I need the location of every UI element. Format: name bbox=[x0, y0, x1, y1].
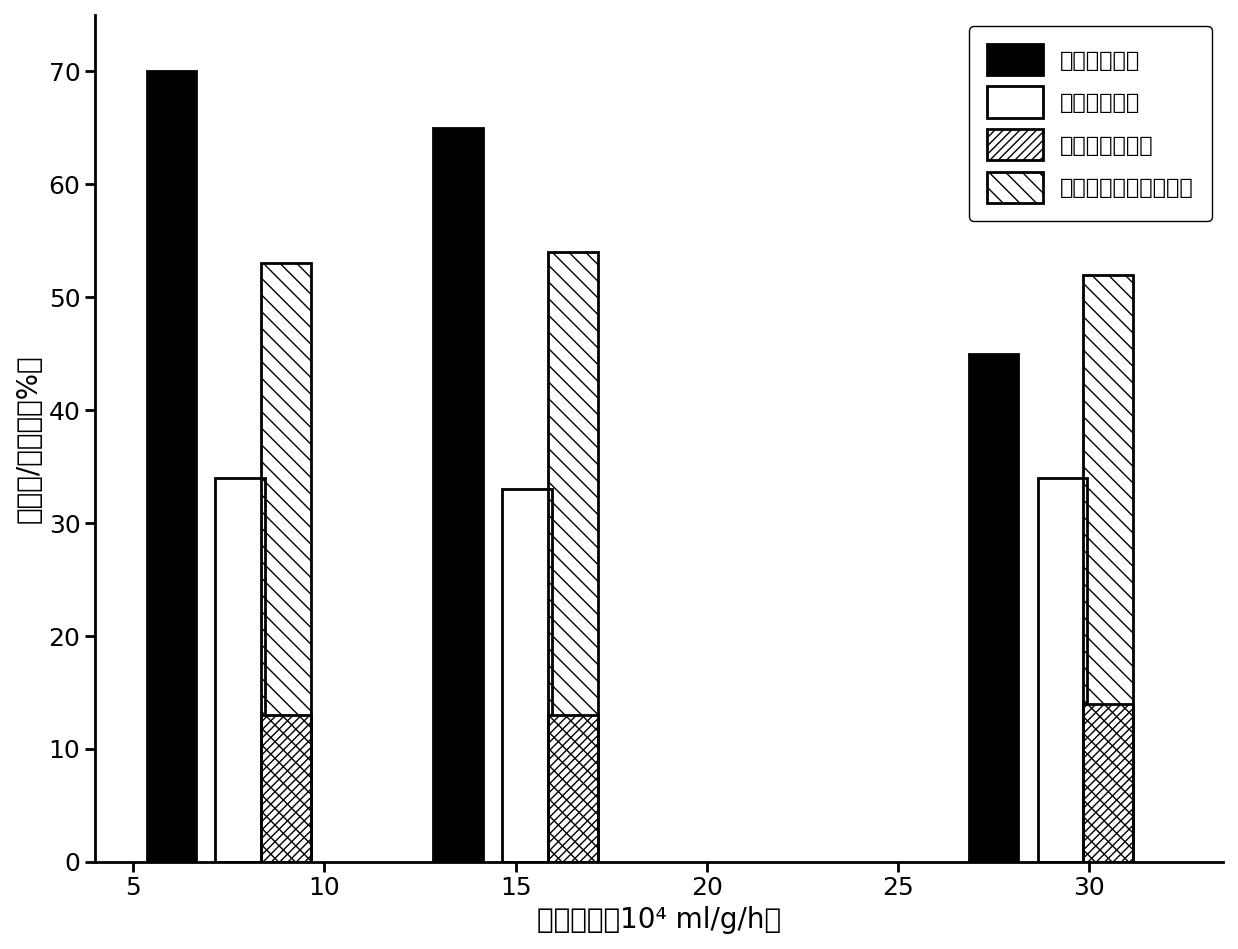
Bar bbox=[1083, 704, 1133, 862]
Bar bbox=[548, 716, 598, 862]
Bar bbox=[1083, 274, 1133, 862]
Bar bbox=[548, 252, 598, 862]
Bar bbox=[215, 478, 265, 862]
Legend: 甲缩醛转化率, 二甲醚选择性, 甲酸甲酯选择性, 甲氧基乙酸甲酯选择性: 甲缩醛转化率, 二甲醚选择性, 甲酸甲酯选择性, 甲氧基乙酸甲酯选择性 bbox=[969, 27, 1212, 221]
X-axis label: 气体空速（10⁴ ml/g/h）: 气体空速（10⁴ ml/g/h） bbox=[537, 906, 781, 934]
Bar bbox=[1037, 478, 1087, 862]
Bar bbox=[503, 490, 552, 862]
Bar bbox=[968, 354, 1019, 862]
Y-axis label: 转化率/选择性（%）: 转化率/选择性（%） bbox=[15, 354, 43, 523]
Bar bbox=[261, 264, 311, 862]
Bar bbox=[146, 71, 197, 862]
Bar bbox=[433, 128, 483, 862]
Bar bbox=[261, 716, 311, 862]
